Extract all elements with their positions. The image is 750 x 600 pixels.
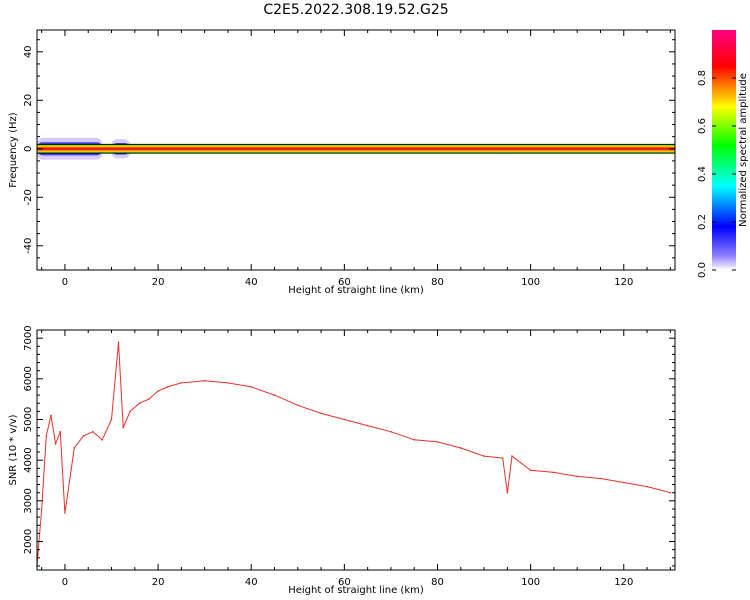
snr-x-ticks: 0 20 40 60 80 100 120	[41, 330, 671, 588]
snr-point-35	[511, 455, 513, 457]
snr-x-label: Height of straight line (km)	[288, 585, 424, 596]
snr-ytick-label-4: 6000	[23, 366, 34, 391]
colorbar-tick-label-3: 0.6	[697, 118, 708, 134]
colorbar-gradient	[712, 30, 736, 270]
snr-point-40	[622, 481, 625, 484]
snr-point-36	[529, 469, 532, 472]
snr-ytick-label-1: 3000	[23, 488, 34, 513]
spectrogram-ytick-label-4: 40	[23, 45, 34, 58]
snr-point-37	[553, 471, 555, 474]
snr-point-16	[147, 398, 150, 400]
snr-point-10	[101, 439, 103, 441]
snr-point-8	[82, 434, 85, 437]
snr-point-3	[50, 414, 52, 417]
snr-xtick-label-4: 80	[431, 577, 444, 588]
colorbar-label: Normalized spectral amplitude	[738, 73, 749, 227]
snr-point-13	[122, 426, 124, 429]
snr-point-6	[64, 512, 66, 514]
snr-ytick-label-3: 5000	[23, 407, 34, 432]
snr-point-26	[343, 418, 346, 421]
spectrogram-xtick-label-0: 0	[62, 277, 68, 288]
snr-point-15	[138, 402, 141, 405]
spectrogram-x-label: Height of straight line (km)	[288, 285, 424, 296]
snr-point-5	[59, 430, 62, 433]
snr-point-12	[117, 341, 120, 344]
snr-ytick-label-5: 7000	[23, 325, 34, 350]
snr-y-ticks: 2000 3000 4000 5000 6000 7000	[23, 325, 675, 567]
spectrogram-xtick-label-2: 40	[245, 277, 258, 288]
snr-point-21	[227, 382, 229, 384]
snr-y-label: SNR (10 * v/v)	[8, 414, 19, 485]
snr-points	[36, 341, 672, 567]
snr-point-9	[92, 430, 94, 433]
spectrogram-marks	[37, 137, 675, 160]
spectrogram-xtick-label-6: 120	[614, 277, 633, 288]
snr-point-24	[296, 404, 299, 407]
spectrogram-ytick-label-2: 0	[23, 146, 34, 152]
snr-xtick-label-6: 120	[614, 577, 633, 588]
spectrogram-xtick-label-3: 60	[338, 277, 351, 288]
snr-panel: 0 20 40 60 80 100 120 2000 3000 4000 5000 6000 7000…	[8, 325, 676, 596]
spectrogram-xtick-label-1: 20	[152, 277, 165, 288]
snr-point-4	[54, 443, 57, 445]
snr-point-11	[110, 418, 113, 421]
snr-point-19	[180, 382, 183, 384]
snr-point-39	[599, 477, 602, 480]
spectrogram-ytick-label-3: 20	[23, 94, 34, 107]
colorbar-tick-label-1: 0.2	[697, 214, 708, 230]
snr-point-34	[506, 491, 509, 494]
snr-point-18	[166, 386, 169, 388]
snr-xtick-label-1: 20	[152, 577, 165, 588]
snr-point-25	[320, 412, 322, 415]
snr-xtick-label-0: 0	[62, 577, 68, 588]
colorbar-ticks: 0.0 0.2 0.4 0.6 0.8	[697, 70, 736, 278]
spectrogram-ytick-label-1: -20	[23, 189, 34, 205]
colorbar-tick-label-2: 0.4	[697, 166, 708, 182]
snr-point-20	[203, 380, 206, 382]
snr-point-7	[73, 447, 76, 449]
snr-xtick-label-3: 60	[338, 577, 351, 588]
snr-xtick-label-5: 100	[521, 577, 540, 588]
spectrogram-xtick-label-5: 100	[521, 277, 540, 288]
spectrogram-frame	[36, 29, 676, 271]
snr-ytick-label-2: 4000	[23, 447, 34, 472]
snr-point-22	[250, 386, 253, 388]
snr-point-33	[501, 457, 504, 459]
spectrogram-ytick-label-0: -40	[23, 238, 34, 254]
snr-point-32	[483, 455, 485, 457]
snr-point-41	[646, 485, 648, 488]
snr-point-31	[459, 447, 462, 449]
spectrogram-y-ticks: -40 -20 0 20 40	[23, 39, 675, 271]
spectrogram-panel: 0 20 40 60 80 100 120 -40 -20 0 20 40 Height of st…	[8, 29, 676, 296]
snr-xtick-label-2: 40	[245, 577, 258, 588]
figure-title: C2E5.2022.308.19.52.G25	[263, 2, 448, 18]
snr-point-42	[669, 491, 672, 494]
colorbar-tick-label-4: 0.8	[697, 70, 708, 86]
snr-point-28	[390, 430, 392, 433]
snr-point-2	[45, 434, 48, 437]
colorbar: 0.0 0.2 0.4 0.6 0.8 Normalized spectral ampl…	[697, 30, 749, 278]
snr-point-27	[366, 424, 369, 427]
colorbar-tick-label-0: 0.0	[697, 262, 708, 278]
snr-point-14	[129, 410, 131, 413]
spectrogram-xtick-label-4: 80	[431, 277, 444, 288]
snr-point-23	[273, 394, 276, 396]
snr-point-29	[413, 439, 416, 441]
snr-point-38	[576, 475, 579, 478]
snr-point-1	[40, 508, 43, 510]
snr-series-line	[37, 342, 671, 566]
snr-point-30	[436, 441, 439, 443]
spectrogram-x-ticks: 0 20 40 60 80 100 120	[41, 30, 671, 288]
spectrogram-y-label: Frequency (Hz)	[8, 112, 19, 188]
snr-point-17	[157, 390, 159, 392]
main-frequency-band	[37, 144, 675, 154]
snr-ytick-label-0: 2000	[23, 529, 34, 554]
snr-frame	[36, 329, 676, 571]
